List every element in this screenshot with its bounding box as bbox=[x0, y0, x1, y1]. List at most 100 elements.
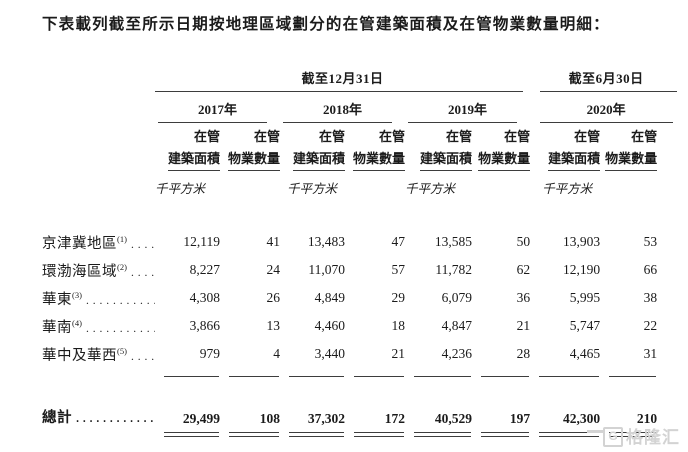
double-rule bbox=[414, 432, 471, 437]
cell-value: 24 bbox=[266, 262, 281, 277]
footnote-marker: (1) bbox=[117, 233, 127, 244]
cell-value: 22 bbox=[643, 318, 658, 333]
column-header-count: 物業數量 bbox=[600, 145, 658, 171]
column-rule bbox=[539, 376, 600, 377]
table-row-huazhong-huaxi: 華中及華西(5) . . . . . . . . . 979 4 3,440 2… bbox=[42, 340, 682, 368]
column-header-count: 物業數量 bbox=[345, 145, 405, 171]
cell-value: 47 bbox=[391, 234, 406, 249]
table-row-huanan: 華南(4) . . . . . . . . . . . . . . . 3,86… bbox=[42, 312, 682, 340]
cell-value: 4,849 bbox=[314, 290, 345, 305]
year-header-2020: 2020年 bbox=[530, 92, 682, 123]
cell-value: 18 bbox=[391, 318, 406, 333]
column-header-area: 建築面積 bbox=[280, 145, 345, 171]
watermark-text: 格隆汇 bbox=[626, 428, 680, 447]
column-header-area: 建築面積 bbox=[155, 145, 220, 171]
column-header-area: 建築面積 bbox=[405, 145, 472, 171]
column-rule bbox=[481, 376, 530, 377]
table-row-total: 總計 . . . . . . . . . . . . . . 29,499 10… bbox=[42, 388, 682, 430]
cell-value: 5,747 bbox=[569, 318, 601, 333]
year-header-2019: 2019年 bbox=[405, 92, 530, 123]
gelonghui-watermark: G 格隆汇 bbox=[587, 427, 680, 448]
spacer-row bbox=[42, 208, 682, 228]
cell-value: 13 bbox=[266, 318, 281, 333]
year-header-2017: 2017年 bbox=[155, 92, 280, 123]
year-label: 2017年 bbox=[197, 102, 237, 117]
footnote-marker: (2) bbox=[117, 261, 127, 272]
watermark-bar bbox=[587, 430, 603, 433]
period-label: 截至12月31日 bbox=[301, 71, 384, 86]
cell-value: 26 bbox=[266, 290, 281, 305]
cell-value: 29 bbox=[391, 290, 406, 305]
subheader-zaiguan: 在管 bbox=[445, 129, 472, 144]
dot-leader: . . . . . . . . . bbox=[131, 350, 155, 363]
empty-corner-cell bbox=[42, 62, 155, 92]
cell-value: 3,440 bbox=[314, 346, 345, 361]
subheader-zaiguan: 在管 bbox=[253, 129, 280, 144]
total-value: 40,529 bbox=[434, 411, 472, 426]
cell-value: 979 bbox=[199, 346, 220, 361]
cell-value: 3,866 bbox=[189, 318, 220, 333]
cell-value: 13,903 bbox=[562, 234, 601, 249]
cell-value: 5,995 bbox=[569, 290, 601, 305]
page-title: 下表載列截至所示日期按地理區域劃分的在管建築面積及在管物業數量明細： bbox=[42, 16, 610, 33]
cell-value: 53 bbox=[643, 234, 658, 249]
year-label: 2020年 bbox=[586, 102, 626, 117]
cell-value: 57 bbox=[391, 262, 406, 277]
subheader-zaiguan: 在管 bbox=[504, 129, 531, 144]
dot-leader: . . . . . . . . . . . . . . . bbox=[86, 322, 155, 335]
total-label: 總計 . . . . . . . . . . . . . . bbox=[42, 388, 155, 430]
cell-value: 4,236 bbox=[441, 346, 472, 361]
column-rule bbox=[609, 376, 657, 377]
subheader-zaiguan: 在管 bbox=[574, 129, 601, 144]
subheader-zaiguan: 在管 bbox=[193, 129, 220, 144]
total-double-rule-row bbox=[42, 430, 682, 442]
table-row-huadong: 華東(3) . . . . . . . . . . . . . . . 4,30… bbox=[42, 284, 682, 312]
total-value: 42,300 bbox=[562, 411, 601, 426]
period-rule bbox=[155, 91, 524, 92]
region-label: 環渤海區域(2) . . . . . . . . . bbox=[42, 256, 155, 284]
dot-leader: . . . . . . . . . bbox=[131, 238, 155, 251]
cell-value: 21 bbox=[391, 346, 406, 361]
dot-leader: . . . . . . . . . bbox=[131, 266, 155, 279]
column-header-area: 建築面積 bbox=[530, 145, 601, 171]
cell-value: 11,070 bbox=[308, 262, 345, 277]
cell-value: 31 bbox=[643, 346, 658, 361]
region-label: 華南(4) . . . . . . . . . . . . . . . bbox=[42, 312, 155, 340]
total-value: 108 bbox=[259, 411, 280, 426]
period-header-dec31: 截至12月31日 bbox=[155, 62, 530, 92]
region-label: 華東(3) . . . . . . . . . . . . . . . bbox=[42, 284, 155, 312]
column-rule bbox=[289, 376, 344, 377]
year-rule bbox=[283, 122, 392, 123]
dot-leader: . . . . . . . . . . . . . . . bbox=[86, 294, 155, 307]
region-label: 京津冀地區(1) . . . . . . . . . bbox=[42, 228, 155, 256]
unit-label: 千平方米 bbox=[405, 182, 456, 196]
cell-value: 38 bbox=[643, 290, 658, 305]
cell-value: 12,190 bbox=[562, 262, 601, 277]
cell-value: 4,308 bbox=[189, 290, 220, 305]
year-label: 2019年 bbox=[448, 102, 488, 117]
cell-value: 21 bbox=[516, 318, 531, 333]
cell-value: 4,465 bbox=[569, 346, 601, 361]
column-header-row: 建築面積 物業數量 建築面積 物業數量 建築面積 物業數量 建築面積 物業數量 bbox=[42, 145, 682, 171]
year-header-row: 2017年 2018年 2019年 2020年 bbox=[42, 92, 682, 123]
subheader-zaiguan: 在管 bbox=[631, 129, 658, 144]
gelonghui-logo-icon: G bbox=[603, 427, 623, 447]
footnote-marker: (3) bbox=[72, 289, 82, 300]
cell-value: 12,119 bbox=[183, 234, 220, 249]
period-label: 截至6月30日 bbox=[568, 71, 644, 86]
unit-row: 千平方米 千平方米 千平方米 千平方米 bbox=[42, 171, 682, 208]
subheader-top-row: 在管 在管 在管 在管 在管 在管 在管 在管 bbox=[42, 123, 682, 145]
period-rule bbox=[540, 91, 678, 92]
table-row-huanbohai: 環渤海區域(2) . . . . . . . . . 8,227 24 11,0… bbox=[42, 256, 682, 284]
column-header-count: 物業數量 bbox=[220, 145, 280, 171]
cell-value: 66 bbox=[643, 262, 658, 277]
total-value: 37,302 bbox=[307, 411, 345, 426]
total-value: 210 bbox=[636, 411, 658, 426]
cell-value: 41 bbox=[266, 234, 281, 249]
period-header-jun30: 截至6月30日 bbox=[530, 62, 682, 92]
region-label: 華中及華西(5) . . . . . . . . . bbox=[42, 340, 155, 368]
cell-value: 13,585 bbox=[434, 234, 472, 249]
total-value: 29,499 bbox=[182, 411, 220, 426]
column-rule bbox=[354, 376, 404, 377]
